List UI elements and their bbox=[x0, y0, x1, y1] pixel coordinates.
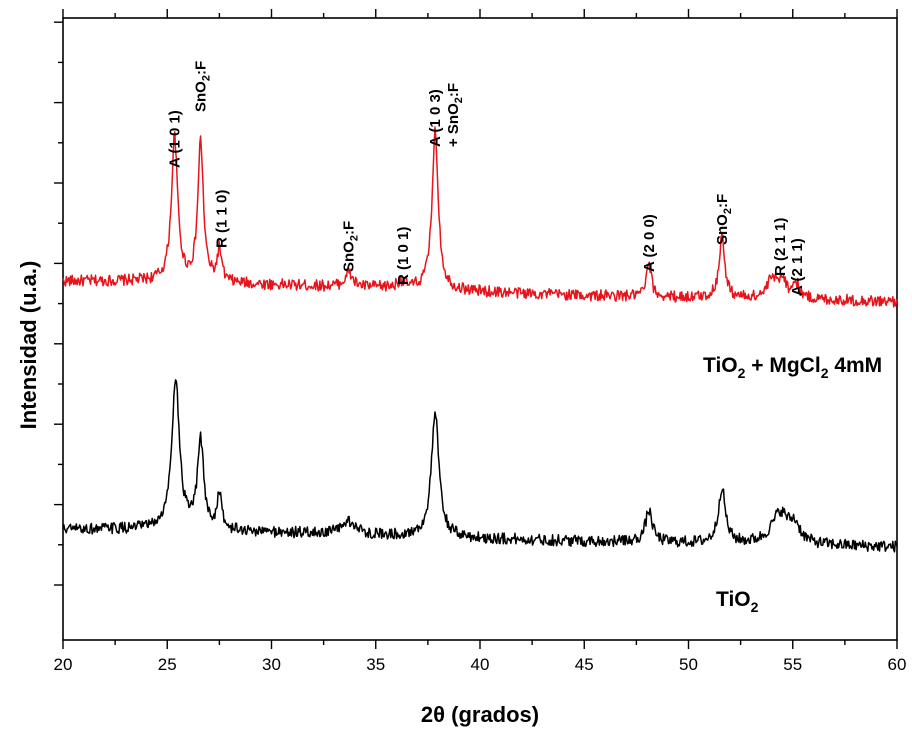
peak-label: R (1 1 0) bbox=[214, 190, 231, 248]
series-label-part: TiO bbox=[703, 354, 738, 377]
y-axis-ticks bbox=[54, 21, 63, 586]
series-label-part: 2 bbox=[751, 599, 759, 615]
peak-label: A (2 0 0) bbox=[641, 214, 658, 272]
peak-label-text: R (2 1 1) bbox=[772, 218, 789, 276]
peak-label-text: R (1 1 0) bbox=[214, 190, 231, 248]
series-label-part: 4mM bbox=[828, 354, 882, 377]
peak-label-text: :F bbox=[193, 61, 210, 75]
peak-label: A (1 0 3) bbox=[427, 89, 444, 147]
peak-label: R (2 1 1) bbox=[772, 218, 789, 276]
series-layer bbox=[62, 126, 898, 553]
plot-frame bbox=[62, 17, 898, 641]
x-tick-label: 20 bbox=[54, 655, 73, 674]
peak-label: A (2 1 1) bbox=[789, 238, 806, 296]
x-axis-label: 2θ (grados) bbox=[421, 702, 539, 727]
x-tick-label: 35 bbox=[366, 655, 385, 674]
y-axis-label: Intensidad (u.a.) bbox=[16, 261, 41, 430]
series-label-part: 2 bbox=[821, 365, 829, 381]
peak-label: SnO2:F bbox=[341, 221, 361, 272]
peak-label-text: SnO bbox=[193, 81, 210, 112]
peak-label-text: A (1 0 1) bbox=[167, 110, 184, 168]
peak-label-text: SnO bbox=[341, 241, 358, 272]
peak-label-text: SnO bbox=[714, 214, 731, 245]
annotation-layer: A (1 0 1)SnO2:FR (1 1 0)SnO2:F R (1 0 1)A… bbox=[167, 61, 806, 296]
series-label-tio2-mgcl2: TiO2 + MgCl2 4mM bbox=[703, 354, 882, 381]
x-tick-label: 60 bbox=[888, 655, 907, 674]
x-tick-label: 25 bbox=[158, 655, 177, 674]
series-label-part: TiO bbox=[716, 588, 751, 611]
peak-label-text: A (2 0 0) bbox=[641, 214, 658, 272]
x-tick-label: 40 bbox=[471, 655, 490, 674]
x-tick-label: 55 bbox=[783, 655, 802, 674]
peak-label-subscript: 2 bbox=[201, 75, 213, 81]
peak-label-subscript: 2 bbox=[453, 97, 465, 103]
peak-label-subscript: 2 bbox=[722, 208, 734, 214]
x-axis-ticks: 20 25 30 35 40 45 50 55 60 bbox=[54, 9, 907, 674]
peak-label: SnO2:F bbox=[714, 194, 734, 245]
series-line-tio2-mgcl2 bbox=[62, 126, 898, 308]
peak-label-text: A (2 1 1) bbox=[789, 238, 806, 296]
x-tick-label: 30 bbox=[262, 655, 281, 674]
series-label-part: + MgCl bbox=[745, 354, 820, 377]
peak-label-text: :F bbox=[714, 194, 731, 208]
plot-border bbox=[62, 17, 898, 641]
series-label-tio2: TiO2 bbox=[716, 588, 759, 615]
peak-label: A (1 0 1) bbox=[167, 110, 184, 168]
peak-label: + SnO2:F bbox=[445, 83, 465, 147]
peak-label-text: :F bbox=[445, 83, 462, 97]
series-line-tio2 bbox=[62, 379, 898, 553]
x-tick-label: 45 bbox=[575, 655, 594, 674]
peak-label: R (1 0 1) bbox=[395, 227, 412, 285]
peak-label: SnO2:F bbox=[193, 61, 213, 112]
peak-label-text: A (1 0 3) bbox=[427, 89, 444, 147]
peak-label-text: R (1 0 1) bbox=[395, 227, 412, 285]
peak-label-text: + SnO bbox=[445, 103, 462, 147]
peak-label-subscript: 2 bbox=[349, 235, 361, 241]
peak-label-text: :F bbox=[341, 221, 358, 235]
series-label-part: 2 bbox=[738, 365, 746, 381]
x-tick-label: 50 bbox=[679, 655, 698, 674]
